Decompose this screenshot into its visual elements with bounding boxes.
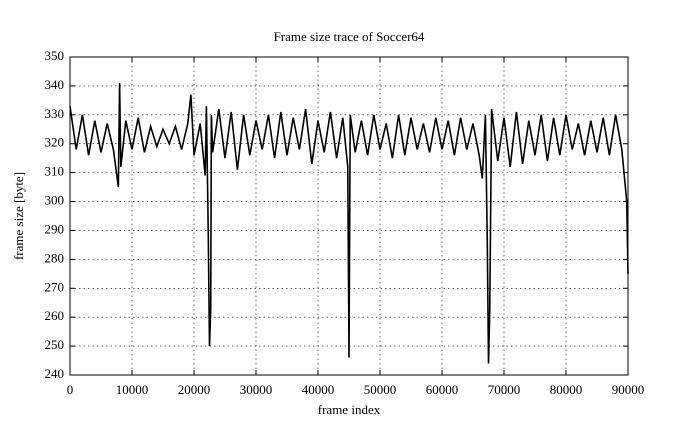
x-tick-label: 70000 bbox=[488, 382, 521, 397]
chart-title: Frame size trace of Soccer64 bbox=[274, 29, 425, 44]
x-tick-label: 80000 bbox=[550, 382, 583, 397]
x-tick-label: 40000 bbox=[302, 382, 335, 397]
y-tick-label: 260 bbox=[45, 308, 65, 323]
plot-frame bbox=[69, 56, 629, 376]
trace-line bbox=[69, 83, 629, 364]
y-tick-label: 310 bbox=[45, 164, 65, 179]
y-tick-label: 290 bbox=[45, 221, 65, 236]
y-tick-label: 320 bbox=[45, 135, 65, 150]
x-tick-label: 90000 bbox=[612, 382, 645, 397]
y-tick-label: 250 bbox=[45, 337, 65, 352]
x-tick-label: 60000 bbox=[426, 382, 459, 397]
x-tick-label: 20000 bbox=[178, 382, 211, 397]
y-tick-label: 330 bbox=[45, 106, 65, 121]
x-tick-label: 50000 bbox=[364, 382, 397, 397]
x-tick-label: 10000 bbox=[116, 382, 149, 397]
y-tick-label: 350 bbox=[45, 48, 65, 63]
y-tick-label: 270 bbox=[45, 279, 65, 294]
x-tick-label: 30000 bbox=[240, 382, 273, 397]
y-tick-label: 340 bbox=[45, 77, 65, 92]
y-tick-label: 300 bbox=[45, 193, 65, 208]
y-tick-label: 240 bbox=[45, 366, 65, 381]
y-tick-label: 280 bbox=[45, 250, 65, 265]
x-tick-label: 0 bbox=[67, 382, 74, 397]
x-axis-label: frame index bbox=[318, 402, 381, 417]
y-axis-label: frame size [byte] bbox=[11, 172, 26, 260]
